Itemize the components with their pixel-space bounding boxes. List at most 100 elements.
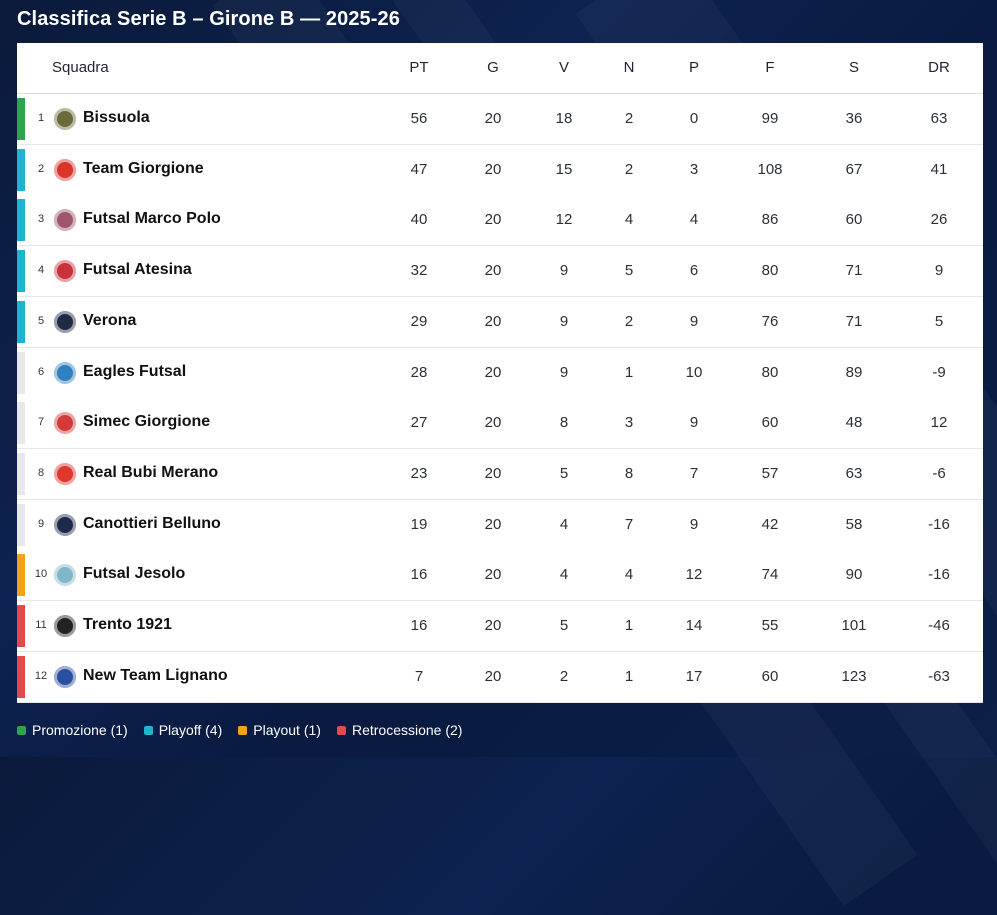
position-number: 12 <box>34 669 48 682</box>
real-bubi-merano-crest-icon <box>54 462 76 485</box>
cell-s: 90 <box>845 566 863 584</box>
cell-g: 20 <box>484 110 502 127</box>
cell-v: 8 <box>559 414 569 432</box>
team-name[interactable]: Canottieri Belluno <box>83 514 221 532</box>
table-row[interactable]: 6 Eagles Futsal 28 20 9 1 10 80 89 -9 <box>17 347 983 399</box>
table-row[interactable]: 9 Canottieri Belluno 19 20 4 7 9 42 58 -16 <box>17 499 983 551</box>
cell-dr: 41 <box>930 160 948 178</box>
position-number: 8 <box>37 466 45 479</box>
header-v[interactable]: V <box>558 59 569 76</box>
legend-item-playout: Playout (1) <box>238 722 321 738</box>
cell-g: 20 <box>484 566 502 584</box>
header-team[interactable]: Squadra <box>52 59 109 76</box>
cell-f: 60 <box>761 667 779 685</box>
trento-crest-icon <box>54 615 76 637</box>
team-name[interactable]: Real Bubi Merano <box>83 463 219 481</box>
header-g[interactable]: G <box>487 59 499 76</box>
table-row[interactable]: 7 Simec Giorgione 27 20 8 3 9 60 48 12 <box>17 398 983 450</box>
team-name[interactable]: Simec Giorgione <box>83 413 211 431</box>
cell-dr: -6 <box>932 464 946 482</box>
cell-dr: -16 <box>928 515 950 533</box>
cell-s: 101 <box>841 617 867 634</box>
header-s[interactable]: S <box>848 59 859 76</box>
cell-s: 67 <box>845 160 863 178</box>
futsal-marco-polo-crest-icon <box>54 209 76 232</box>
cell-s: 48 <box>845 414 863 432</box>
cell-s: 71 <box>845 312 863 330</box>
cell-f: 80 <box>761 363 779 381</box>
team-name[interactable]: Futsal Marco Polo <box>83 210 221 228</box>
zone-indicator <box>17 250 25 293</box>
bissuola-crest-icon <box>54 108 76 130</box>
header-n[interactable]: N <box>623 59 635 76</box>
table-row[interactable]: 4 Futsal Atesina 32 20 9 5 6 80 71 9 <box>17 246 983 298</box>
standings-table: Squadra PT G V N P F S DR 1 Bissuola 56 20 1… <box>17 43 983 703</box>
table-row[interactable]: 11 Trento 1921 16 20 5 1 14 55 101 -46 <box>17 601 983 652</box>
table-row[interactable]: 1 Bissuola 56 20 18 2 0 99 36 63 <box>17 94 983 145</box>
futsal-jesolo-crest-icon <box>54 564 76 587</box>
team-name[interactable]: Eagles Futsal <box>83 362 187 380</box>
cell-f: 60 <box>761 414 779 432</box>
table-row[interactable]: 5 Verona 29 20 9 2 9 76 71 5 <box>17 296 983 348</box>
cell-s: 58 <box>845 515 863 533</box>
cell-g: 20 <box>484 414 502 432</box>
cell-pt: 32 <box>410 262 428 280</box>
cell-dr: -46 <box>928 617 950 634</box>
position-number: 6 <box>37 365 45 378</box>
legend-item-retrocessione: Retrocessione (2) <box>336 722 462 738</box>
team-name[interactable]: Team Giorgione <box>83 159 204 177</box>
cell-pt: 16 <box>410 617 428 634</box>
cell-g: 20 <box>484 211 502 229</box>
table-row[interactable]: 10 Futsal Jesolo 16 20 4 4 12 74 90 -16 <box>17 550 983 602</box>
cell-f: 76 <box>761 312 779 330</box>
table-row[interactable]: 3 Futsal Marco Polo 40 20 12 4 4 86 60 26 <box>17 195 983 247</box>
header-p[interactable]: P <box>688 59 699 76</box>
cell-pt: 16 <box>410 566 428 584</box>
zone-indicator <box>17 452 25 495</box>
cell-g: 20 <box>484 515 502 533</box>
cell-v: 4 <box>559 515 569 533</box>
cell-p: 10 <box>685 363 703 381</box>
zone-indicator <box>17 300 25 343</box>
team-name[interactable]: Futsal Atesina <box>83 261 192 279</box>
table-row[interactable]: 8 Real Bubi Merano 23 20 5 8 7 57 63 -6 <box>17 448 983 500</box>
cell-p: 4 <box>689 211 699 229</box>
header-pt[interactable]: PT <box>409 59 429 76</box>
cell-s: 71 <box>845 262 863 280</box>
cell-n: 2 <box>624 110 634 127</box>
cell-pt: 56 <box>410 110 428 127</box>
verona-crest-icon <box>54 310 76 333</box>
header-dr[interactable]: DR <box>928 59 950 76</box>
team-name[interactable]: New Team Lignano <box>83 666 228 684</box>
cell-pt: 47 <box>410 160 428 178</box>
team-name[interactable]: Futsal Jesolo <box>83 565 186 583</box>
team-name[interactable]: Trento 1921 <box>83 616 172 633</box>
cell-f: 86 <box>761 211 779 229</box>
zone-indicator <box>17 402 25 445</box>
table-row[interactable]: 12 New Team Lignano 7 20 2 1 17 60 123 -63 <box>17 651 983 703</box>
position-number: 9 <box>37 517 45 530</box>
team-name[interactable]: Bissuola <box>83 109 150 126</box>
position-number: 3 <box>37 213 45 226</box>
team-name[interactable]: Verona <box>83 311 137 329</box>
cell-p: 3 <box>689 160 699 178</box>
cell-s: 60 <box>845 211 863 229</box>
cell-p: 9 <box>689 515 699 533</box>
cell-v: 4 <box>559 566 569 584</box>
cell-pt: 29 <box>410 312 428 330</box>
position-number: 7 <box>37 416 45 429</box>
zone-indicator <box>17 199 25 242</box>
cell-v: 9 <box>559 312 569 330</box>
cell-s: 36 <box>845 110 863 127</box>
cell-g: 20 <box>484 617 502 634</box>
cell-dr: 9 <box>934 262 944 280</box>
position-number: 10 <box>34 568 48 581</box>
legend-dot-icon <box>143 725 153 735</box>
table-row[interactable]: 2 Team Giorgione 47 20 15 2 3 108 67 41 <box>17 144 983 196</box>
page-title: Classifica Serie B – Girone B — 2025-26 <box>17 8 400 30</box>
cell-v: 2 <box>559 667 569 685</box>
cell-pt: 19 <box>410 515 428 533</box>
cell-f: 80 <box>761 262 779 280</box>
header-f[interactable]: F <box>765 59 775 76</box>
legend-label: Playout (1) <box>253 722 321 738</box>
